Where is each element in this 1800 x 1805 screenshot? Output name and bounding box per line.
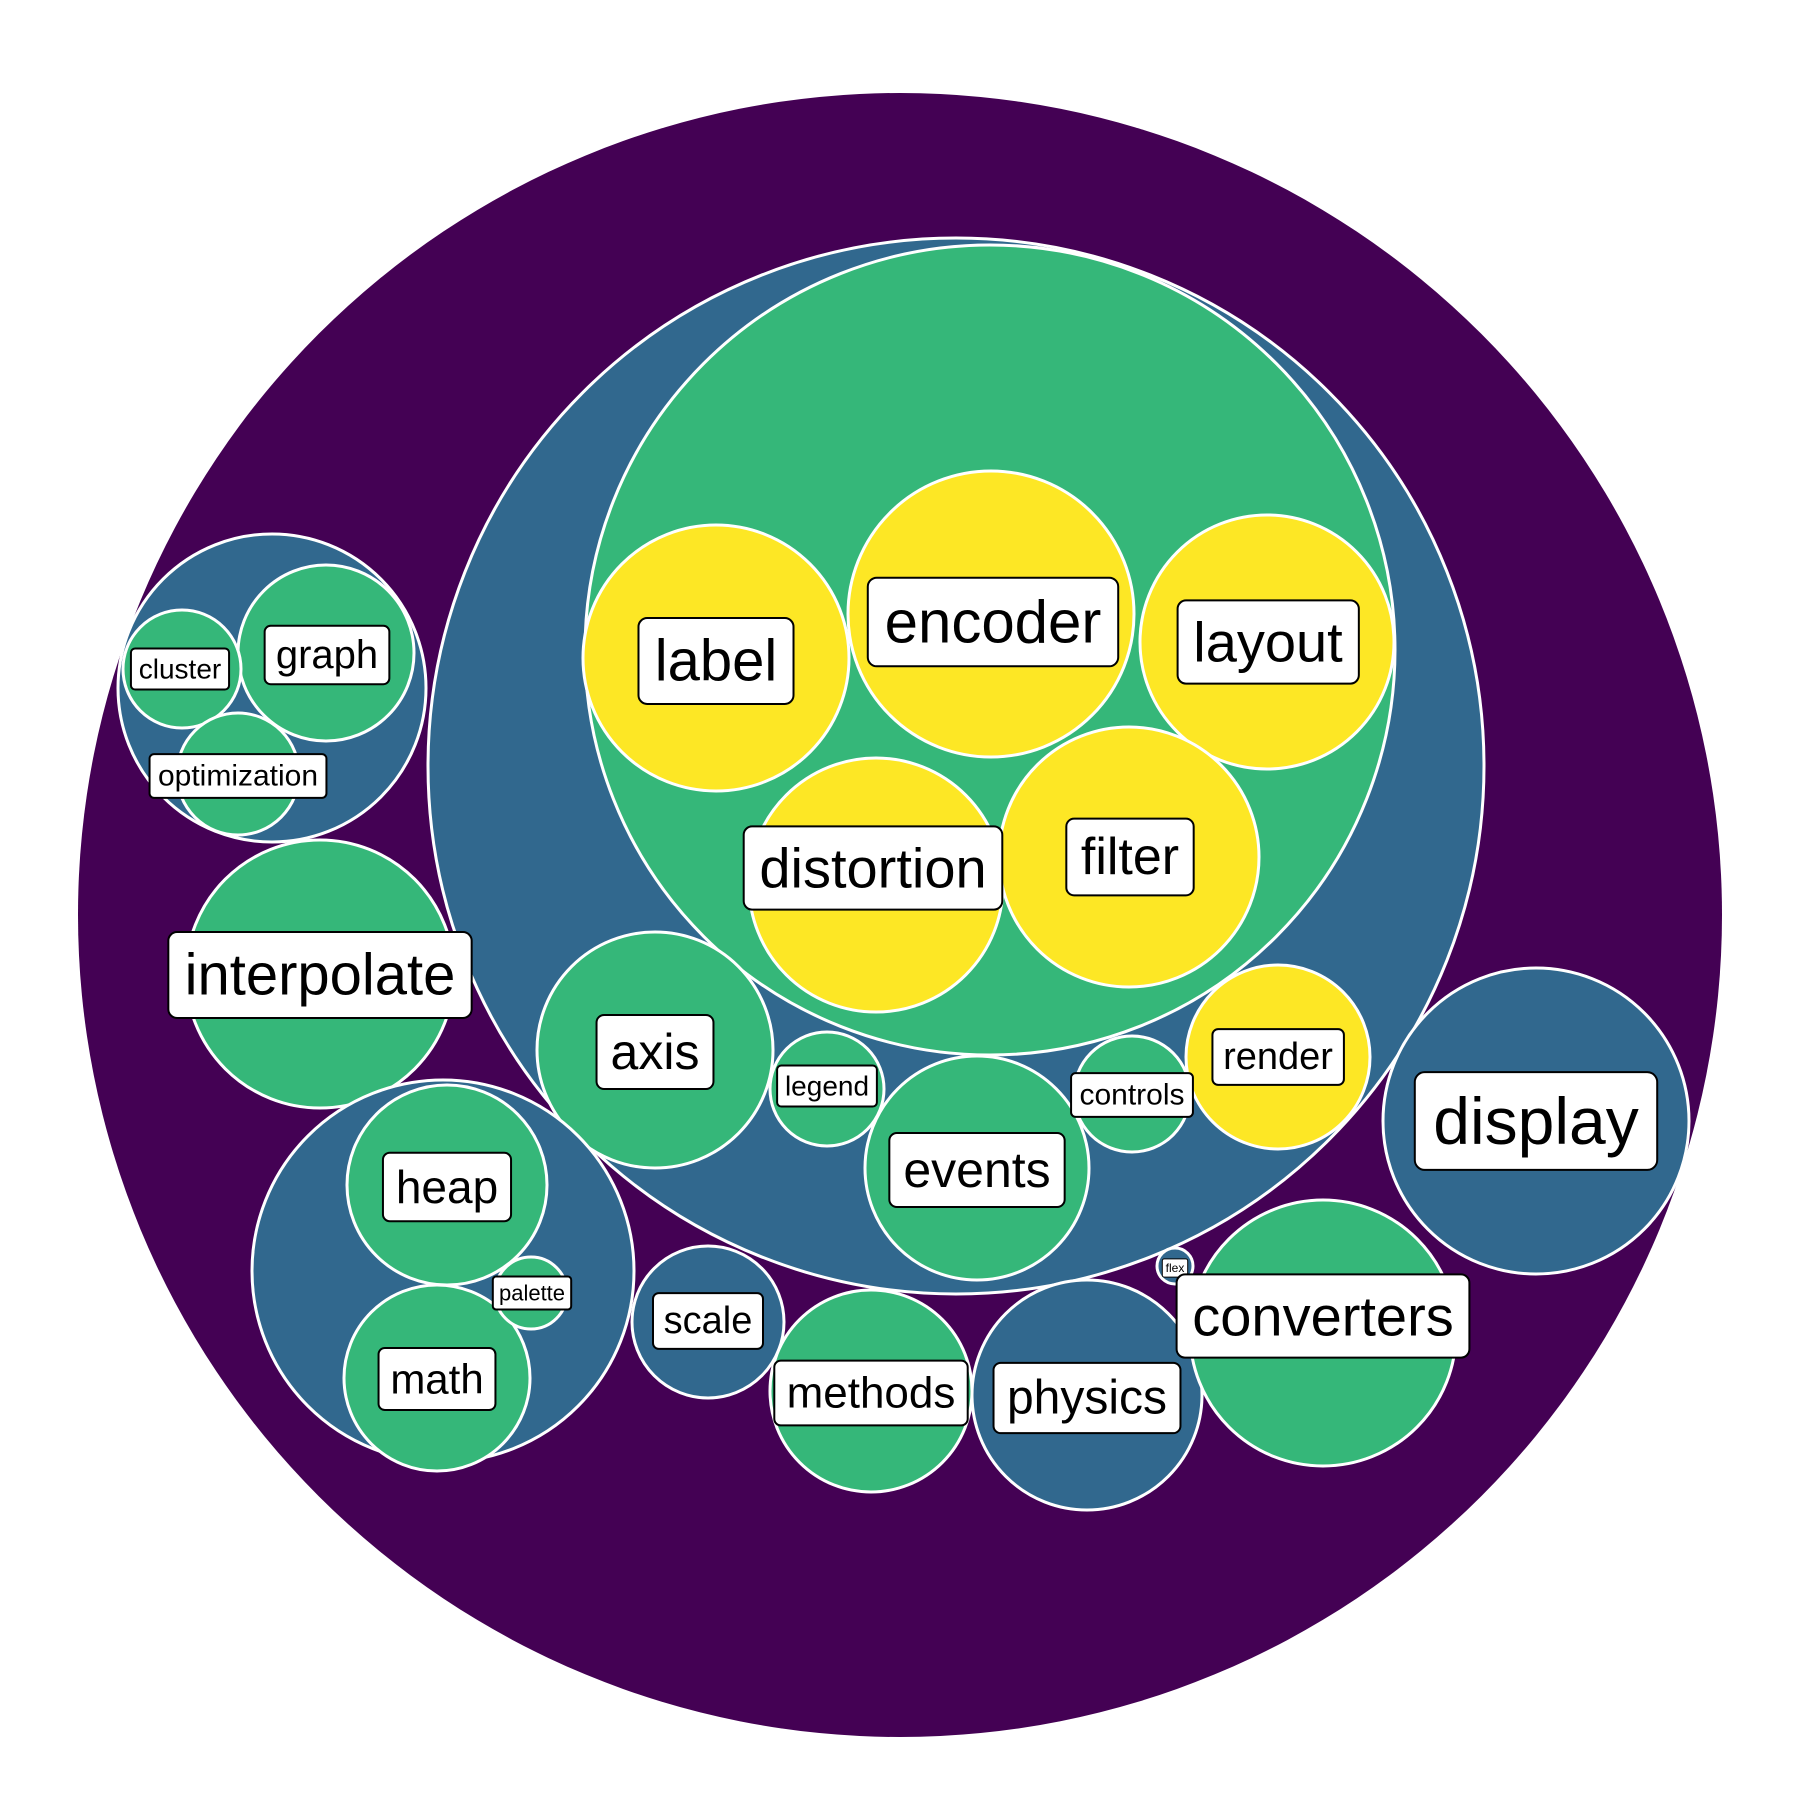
label-text: encoder [885, 589, 1102, 656]
label-box [1211, 1028, 1345, 1086]
label-box [742, 825, 1004, 911]
label-box [1161, 1258, 1189, 1278]
node-label-axis: axis [595, 1014, 715, 1090]
label-box [1413, 1071, 1659, 1171]
node-label-filter: filter [1065, 817, 1195, 897]
label-text: events [903, 1142, 1050, 1198]
circle-layer [78, 93, 1722, 1737]
label-box [652, 1292, 764, 1350]
label-box [595, 1014, 715, 1090]
node-label-label: label [637, 617, 795, 705]
label-text: physics [1007, 1372, 1167, 1425]
label-box [381, 1151, 513, 1223]
node-label-controls: controls [1070, 1072, 1194, 1118]
node-label-encoder: encoder [866, 576, 1120, 668]
label-box [992, 1361, 1182, 1435]
label-text: distortion [759, 837, 986, 900]
label-box [263, 624, 391, 686]
label-box [129, 647, 231, 691]
label-text: label [655, 629, 778, 694]
node-label-flex: flex [1161, 1258, 1189, 1278]
label-box [1175, 1273, 1471, 1359]
node-label-layout: layout [1176, 599, 1360, 685]
label-text: display [1433, 1084, 1638, 1158]
label-box [637, 617, 795, 705]
label-text: methods [787, 1369, 956, 1418]
node-label-distortion: distortion [742, 825, 1004, 911]
label-text: interpolate [185, 943, 456, 1008]
label-text: axis [611, 1024, 700, 1080]
node-label-physics: physics [992, 1361, 1182, 1435]
label-box [491, 1275, 573, 1311]
label-box [1070, 1072, 1194, 1118]
node-label-palette: palette [491, 1275, 573, 1311]
label-text: scale [664, 1300, 753, 1342]
label-box [377, 1346, 497, 1412]
node-label-render: render [1211, 1028, 1345, 1086]
label-text: palette [499, 1281, 565, 1306]
node-label-converters: converters [1175, 1273, 1471, 1359]
label-box [1065, 817, 1195, 897]
node-label-events: events [888, 1132, 1066, 1208]
label-text: math [390, 1356, 483, 1403]
label-box [888, 1132, 1066, 1208]
node-label-graph: graph [263, 624, 391, 686]
label-text: render [1223, 1036, 1333, 1078]
label-box [776, 1064, 878, 1108]
label-text: filter [1081, 828, 1179, 886]
node-label-legend: legend [776, 1064, 878, 1108]
label-box [167, 931, 473, 1019]
label-box [773, 1359, 969, 1427]
label-layer: label encoder layout distortion filter axis le… [129, 576, 1659, 1435]
node-label-math: math [377, 1346, 497, 1412]
node-label-heap: heap [381, 1151, 513, 1223]
label-text: converters [1192, 1285, 1453, 1348]
node-label-scale: scale [652, 1292, 764, 1350]
node-label-optimization: optimization [148, 753, 328, 799]
label-text: legend [785, 1071, 869, 1102]
label-box [1176, 599, 1360, 685]
label-text: flex [1166, 1261, 1185, 1275]
label-text: layout [1193, 611, 1343, 674]
label-text: heap [396, 1161, 498, 1213]
label-box [148, 753, 328, 799]
node-label-cluster: cluster [129, 647, 231, 691]
label-text: cluster [139, 654, 221, 685]
label-text: controls [1079, 1079, 1184, 1112]
node-label-display: display [1413, 1071, 1659, 1171]
label-text: graph [276, 633, 378, 677]
node-label-interpolate: interpolate [167, 931, 473, 1019]
label-text: optimization [158, 760, 318, 793]
node-label-methods: methods [773, 1359, 969, 1427]
label-box [866, 576, 1120, 668]
